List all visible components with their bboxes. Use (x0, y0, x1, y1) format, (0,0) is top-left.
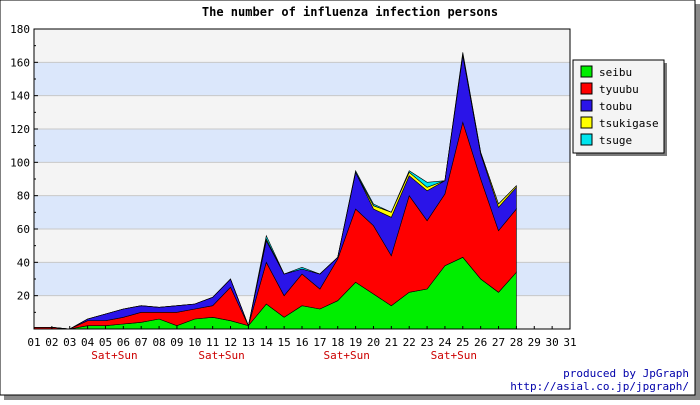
x-tick-label: 13 (242, 336, 255, 349)
x-tick-label: 20 (367, 336, 380, 349)
x-tick-label: 21 (385, 336, 398, 349)
y-tick-label: 100 (10, 156, 30, 169)
weekend-labels: Sat+Sun Sat+Sun Sat+Sun Sat+Sun (91, 349, 477, 362)
weekend-label: Sat+Sun (91, 349, 137, 362)
x-tick-label: 19 (349, 336, 362, 349)
x-tick-label: 16 (295, 336, 308, 349)
y-tick-label: 80 (17, 190, 30, 203)
grid-band (34, 129, 570, 163)
weekend-label: Sat+Sun (323, 349, 369, 362)
x-tick-label: 12 (224, 336, 237, 349)
series-area-tsuge (34, 52, 517, 330)
x-tick-label: 22 (403, 336, 416, 349)
legend-label-tyuubu: tyuubu (599, 83, 639, 96)
x-tick-label: 02 (45, 336, 58, 349)
legend-label-seibu: seibu (599, 66, 632, 79)
x-tick-label: 27 (492, 336, 505, 349)
x-tick-label: 09 (170, 336, 183, 349)
x-tick-labels: 01 02 03 04 05 06 07 08 09 10 11 12 13 14 15 16 17 18 19 20… (27, 336, 576, 349)
legend-swatch-tsukigase (580, 116, 593, 129)
legend-label-toubu: toubu (599, 100, 632, 113)
x-tick-label: 24 (438, 336, 452, 349)
y-tick-label: 160 (10, 56, 30, 69)
legend-label-tsuge: tsuge (599, 134, 632, 147)
x-tick-label: 25 (456, 336, 469, 349)
x-tick-label: 07 (135, 336, 148, 349)
weekend-label: Sat+Sun (431, 349, 477, 362)
y-tick-label: 20 (17, 290, 30, 303)
x-tick-label: 11 (206, 336, 219, 349)
credit-line-1: produced by JpGraph (563, 367, 689, 380)
legend-swatch-tsuge (580, 133, 593, 146)
x-tick-label: 14 (260, 336, 274, 349)
plot-areas (33, 52, 517, 330)
y-tick-label: 140 (10, 90, 30, 103)
y-tick-label: 180 (10, 23, 30, 36)
x-tick-label: 08 (152, 336, 165, 349)
x-tick-label: 03 (63, 336, 76, 349)
x-tick-label: 30 (546, 336, 559, 349)
legend-swatch-tyuubu (580, 82, 593, 95)
x-tick-label: 01 (27, 336, 40, 349)
grid-band (34, 62, 570, 96)
x-tick-label: 29 (528, 336, 541, 349)
y-tick-label: 40 (17, 256, 30, 269)
y-tick-label: 60 (17, 223, 30, 236)
x-tick-label: 15 (278, 336, 291, 349)
x-tick-label: 17 (313, 336, 326, 349)
chart-title: The number of influenza infection person… (202, 5, 498, 19)
plot-axes (33, 28, 571, 330)
legend-swatch-toubu (580, 99, 593, 112)
legend-label-tsukigase: tsukigase (599, 117, 659, 130)
x-tick-label: 23 (420, 336, 433, 349)
x-tick-label: 31 (563, 336, 576, 349)
x-tick-label: 10 (188, 336, 201, 349)
x-tick-label: 18 (331, 336, 344, 349)
x-tick-label: 04 (81, 336, 95, 349)
y-tick-labels: 20 40 60 80 100 120 140 160 180 (10, 23, 30, 303)
y-tick-label: 120 (10, 123, 30, 136)
x-tick-label: 28 (510, 336, 523, 349)
x-tick-label: 26 (474, 336, 487, 349)
weekend-label: Sat+Sun (198, 349, 244, 362)
credit-line-2: http://asial.co.jp/jpgraph/ (510, 380, 689, 393)
legend: seibu tyuubu toubu tsukigase tsuge (572, 59, 667, 156)
x-tick-label: 05 (99, 336, 112, 349)
legend-swatch-seibu (580, 65, 593, 78)
x-tick-label: 06 (117, 336, 130, 349)
